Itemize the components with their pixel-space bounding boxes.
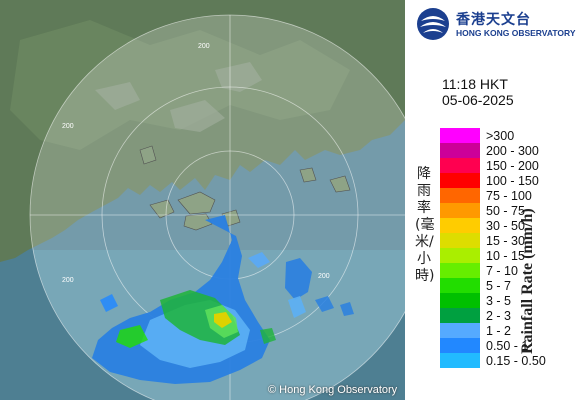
legend-swatch (440, 203, 480, 218)
radar-coverage-disc (30, 15, 405, 400)
legend-row: 1 - 2 (440, 323, 568, 338)
ring-label: 200 (62, 277, 74, 284)
legend-swatch (440, 128, 480, 143)
legend-label: 7 - 10 (486, 264, 518, 278)
legend-label: 200 - 300 (486, 144, 539, 158)
legend-label: 150 - 200 (486, 159, 539, 173)
legend-row: 75 - 100 (440, 188, 568, 203)
legend-swatch (440, 293, 480, 308)
legend-label: 0.15 - 0.50 (486, 354, 546, 368)
legend-row: 200 - 300 (440, 143, 568, 158)
legend-row: 15 - 30 (440, 233, 568, 248)
legend-title-chinese: 降雨率(毫米/小時) (415, 166, 435, 284)
urban-area (95, 62, 262, 132)
legend-label: 100 - 150 (486, 174, 539, 188)
legend-row: 10 - 15 (440, 248, 568, 263)
legend-swatch (440, 323, 480, 338)
legend-swatch (440, 143, 480, 158)
legend-label: >300 (486, 129, 515, 143)
legend-row: 0.15 - 0.50 (440, 353, 568, 368)
rain-echoes (92, 215, 354, 384)
legend-label: 30 - 50 (486, 219, 525, 233)
copyright-notice: © Hong Kong Observatory (268, 384, 398, 396)
logo-chinese-name: 香港天文台 (456, 12, 531, 28)
hko-logo: 香港天文台 HONG KONG OBSERVATORY (415, 6, 576, 42)
logo-english-name: HONG KONG OBSERVATORY (456, 28, 576, 38)
legend-row: 2 - 3 (440, 308, 568, 323)
legend-row: 30 - 50 (440, 218, 568, 233)
radar-map: 200 200 200 200 © Hong Kong Observatory (0, 0, 405, 400)
legend-row: 0.50 - 1 (440, 338, 568, 353)
legend-label: 2 - 3 (486, 309, 512, 323)
legend-label: 5 - 7 (486, 279, 512, 293)
legend-label: 50 - 75 (486, 204, 525, 218)
legend-label: 3 - 5 (486, 294, 512, 308)
legend-row: 3 - 5 (440, 293, 568, 308)
legend-swatch (440, 233, 480, 248)
legend-swatch (440, 338, 480, 353)
ring-label: 200 (318, 273, 330, 280)
ring-label: 200 (198, 43, 210, 50)
legend-row: 5 - 7 (440, 278, 568, 293)
legend-label: 75 - 100 (486, 189, 532, 203)
observation-date: 05-06-2025 (442, 92, 514, 108)
legend-label: 0.50 - 1 (486, 339, 529, 353)
legend-panel: 香港天文台 HONG KONG OBSERVATORY 11:18 HKT 05… (405, 0, 577, 400)
land-texture (10, 20, 350, 150)
legend-label: 1 - 2 (486, 324, 512, 338)
legend-swatch (440, 218, 480, 233)
hko-logo-mark-icon (417, 8, 449, 40)
islands (139, 145, 351, 231)
legend-swatch (440, 158, 480, 173)
radar-map-canvas: 200 200 200 200 (0, 0, 405, 400)
observation-time: 11:18 HKT (442, 76, 508, 92)
legend-swatch (440, 353, 480, 368)
legend-swatch (440, 308, 480, 323)
legend-swatch (440, 173, 480, 188)
legend-swatch (440, 263, 480, 278)
legend-label: 15 - 30 (486, 234, 525, 248)
legend-row: >300 (440, 128, 568, 143)
legend-row: 100 - 150 (440, 173, 568, 188)
ring-label: 200 (62, 123, 74, 130)
legend-swatch (440, 248, 480, 263)
legend-row: 150 - 200 (440, 158, 568, 173)
legend-row: 7 - 10 (440, 263, 568, 278)
legend-row: 50 - 75 (440, 203, 568, 218)
legend-label: 10 - 15 (486, 249, 525, 263)
legend-swatch (440, 278, 480, 293)
legend-swatch (440, 188, 480, 203)
